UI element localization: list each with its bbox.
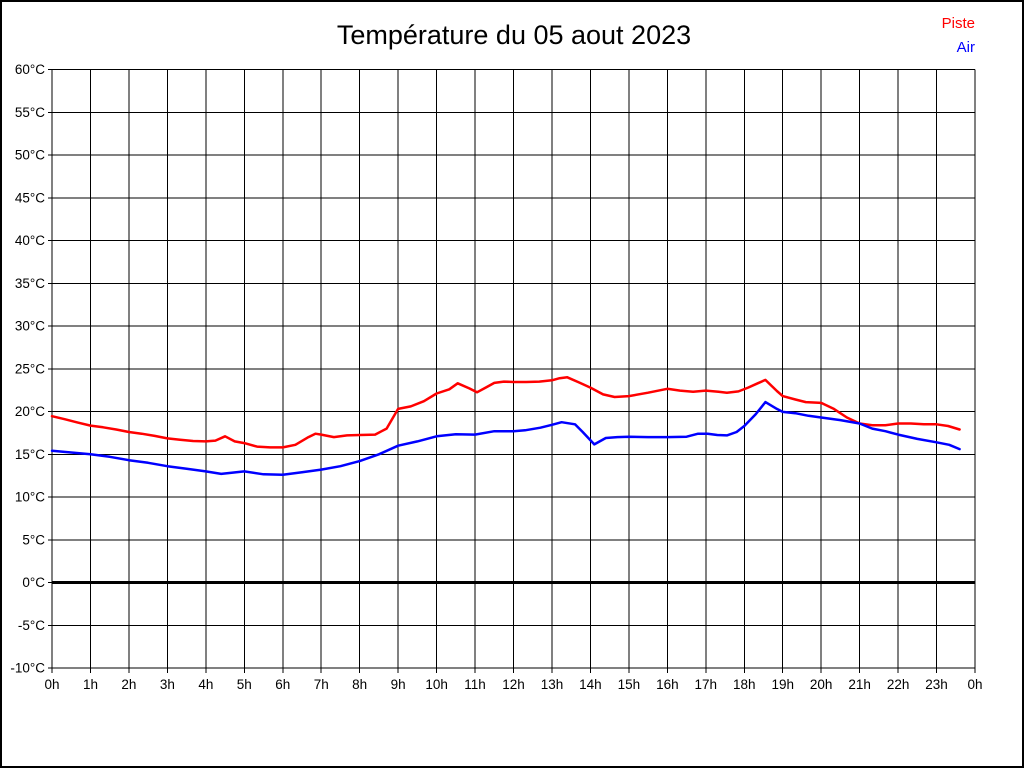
legend: Piste Air <box>942 12 975 60</box>
x-tick-label: 15h <box>618 677 641 692</box>
x-tick-label: 21h <box>848 677 871 692</box>
y-tick-label: 40°C <box>15 233 45 248</box>
x-tick-label: 23h <box>925 677 948 692</box>
x-tick-label: 4h <box>198 677 213 692</box>
x-tick-label: 19h <box>771 677 794 692</box>
x-tick-label: 22h <box>887 677 910 692</box>
x-tick-label: 18h <box>733 677 756 692</box>
x-tick-label: 6h <box>275 677 290 692</box>
x-tick-label: 14h <box>579 677 602 692</box>
y-tick-label: 25°C <box>15 361 45 376</box>
x-tick-label: 11h <box>464 677 486 692</box>
y-tick-label: 0°C <box>22 575 45 590</box>
x-tick-label: 3h <box>160 677 175 692</box>
y-tick-label: 35°C <box>15 276 45 291</box>
series-line-air <box>50 400 961 477</box>
y-tick-label: 45°C <box>15 190 45 205</box>
y-tick-label: 50°C <box>15 148 45 163</box>
x-tick-label: 0h <box>967 677 982 692</box>
y-tick-label: -5°C <box>18 618 45 633</box>
x-tick-label: 13h <box>541 677 564 692</box>
legend-item-piste: Piste <box>942 12 975 36</box>
y-tick-label: 55°C <box>15 105 45 120</box>
x-tick-label: 12h <box>502 677 525 692</box>
y-tick-label: 5°C <box>22 532 45 547</box>
legend-label-air: Air <box>956 39 975 56</box>
x-tick-label: 17h <box>695 677 718 692</box>
x-tick-label: 2h <box>121 677 136 692</box>
legend-label-piste: Piste <box>941 15 975 32</box>
y-tick-label: 30°C <box>15 319 45 334</box>
x-tick-label: 1h <box>83 677 98 692</box>
x-tick-label: 10h <box>425 677 448 692</box>
y-tick-label: 10°C <box>15 490 45 505</box>
series-line-piste <box>50 376 961 449</box>
x-tick-label: 8h <box>352 677 367 692</box>
x-tick-label: 0h <box>44 677 59 692</box>
chart-title: Température du 05 aout 2023 <box>336 20 692 50</box>
x-tick-label: 9h <box>391 677 406 692</box>
x-tick-label: 5h <box>237 677 252 692</box>
x-tick-label: 20h <box>810 677 833 692</box>
y-tick-label: -10°C <box>10 661 45 676</box>
x-tick-label: 7h <box>314 677 329 692</box>
y-tick-label: 60°C <box>15 62 45 77</box>
legend-item-air: Air <box>942 36 975 60</box>
x-tick-label: 16h <box>656 677 679 692</box>
y-tick-label: 15°C <box>15 447 45 462</box>
y-tick-label: 20°C <box>15 404 45 419</box>
